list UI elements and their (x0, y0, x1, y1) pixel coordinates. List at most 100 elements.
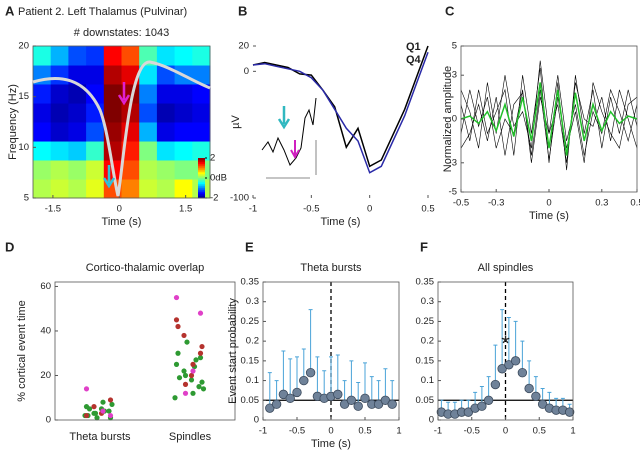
colorbar-step (198, 178, 205, 181)
y-tick-label: 10 (18, 142, 29, 153)
series-line (460, 82, 638, 156)
heatmap-cell (86, 64, 105, 85)
heatmap-cell (174, 122, 193, 142)
x-tick-label: 0 (503, 426, 508, 437)
y-tick-label: 3 (452, 70, 457, 81)
y-tick-label: 20 (40, 370, 51, 381)
plot-frame (32, 45, 211, 199)
point (305, 367, 316, 378)
legend-entry: Q4 (406, 54, 422, 66)
error-bar (363, 362, 367, 399)
point (86, 406, 93, 412)
x-tick-label: 1 (570, 426, 575, 437)
point (190, 361, 196, 367)
heatmap-cell (103, 64, 122, 85)
heatmap-cell (192, 102, 211, 123)
heatmap-cell (33, 102, 52, 123)
y-tick-label: 0.1 (421, 375, 434, 386)
error-bar (295, 356, 299, 393)
heatmap-cell (174, 178, 193, 199)
error-bar (329, 356, 333, 397)
x-axis-label: Time (s) (321, 216, 361, 228)
heatmap-cell (86, 122, 105, 142)
panel-letter: A (5, 3, 15, 18)
heatmap-cell (139, 140, 158, 161)
heatmap-cell (139, 122, 158, 142)
point (184, 339, 190, 345)
colorbar-step (198, 194, 205, 197)
heatmap-cell (139, 64, 158, 85)
y-tick-label: 0.35 (241, 277, 260, 288)
arrow (102, 165, 116, 189)
x-tick-label: Spindles (169, 431, 212, 443)
point (176, 375, 183, 381)
colorbar-step (198, 176, 205, 179)
point (360, 393, 370, 404)
point (193, 357, 199, 363)
x-tick-label: -0.5 (289, 426, 305, 437)
y-axis-label: Normalized amplitude (442, 66, 454, 172)
point (490, 379, 501, 390)
point (83, 386, 90, 392)
point (564, 407, 575, 417)
heatmap-cell (68, 140, 87, 161)
point (83, 412, 90, 419)
heatmap-cell (156, 46, 176, 66)
point (510, 356, 521, 366)
x-axis-label: Time (s) (102, 216, 142, 228)
point (531, 391, 541, 402)
panel-letter: D (5, 239, 14, 254)
error-bar (506, 316, 511, 365)
colorbar-step (198, 174, 205, 177)
heatmap-cell (139, 178, 158, 199)
heatmap-cell (156, 178, 176, 199)
chart-subtitle: # downstates: 1043 (74, 27, 169, 39)
heatmap-cell (156, 160, 176, 180)
heatmap-cell (50, 122, 69, 142)
point (173, 317, 180, 323)
point (100, 399, 106, 405)
error-bar (267, 372, 272, 409)
x-axis-label: Time (s) (529, 210, 569, 222)
error-bar (335, 354, 340, 395)
downstate-trace (32, 60, 211, 197)
point (292, 387, 302, 398)
x-tick-label: Theta bursts (69, 431, 131, 443)
point (181, 332, 187, 339)
y-tick-label: 0.3 (421, 296, 434, 307)
heatmap-cell (192, 140, 211, 161)
point (175, 350, 181, 356)
heatmap-cell (121, 160, 140, 180)
point (197, 310, 204, 316)
y-tick-label: -3 (449, 157, 457, 168)
point (172, 395, 178, 401)
panel-letter: C (445, 3, 455, 18)
colorbar-step (198, 196, 205, 199)
heatmap-cell (156, 122, 176, 142)
point (196, 384, 202, 390)
y-tick-label: 15 (18, 91, 29, 102)
heatmap-cell (156, 102, 176, 123)
x-tick-label: 0 (546, 198, 551, 209)
heatmap-cell (86, 140, 105, 161)
error-bar (493, 344, 498, 385)
heatmap-cell (139, 46, 158, 66)
point (188, 372, 195, 379)
heatmap-cell (121, 178, 140, 199)
y-axis-label: Event start probability (227, 298, 239, 404)
heatmap-cell (33, 84, 52, 104)
inset-axes (266, 140, 317, 179)
arrow (277, 106, 291, 130)
heatmap-cell (50, 64, 69, 85)
x-tick-label: -0.5 (464, 426, 480, 437)
point (477, 401, 487, 411)
y-tick-label: -100 (230, 193, 249, 204)
heatmap-cell (103, 84, 122, 104)
point (199, 343, 205, 350)
heatmap-cell (192, 122, 211, 142)
error-bar (281, 350, 286, 395)
heatmap-cell (50, 140, 69, 161)
point (190, 390, 196, 396)
point (181, 368, 187, 374)
